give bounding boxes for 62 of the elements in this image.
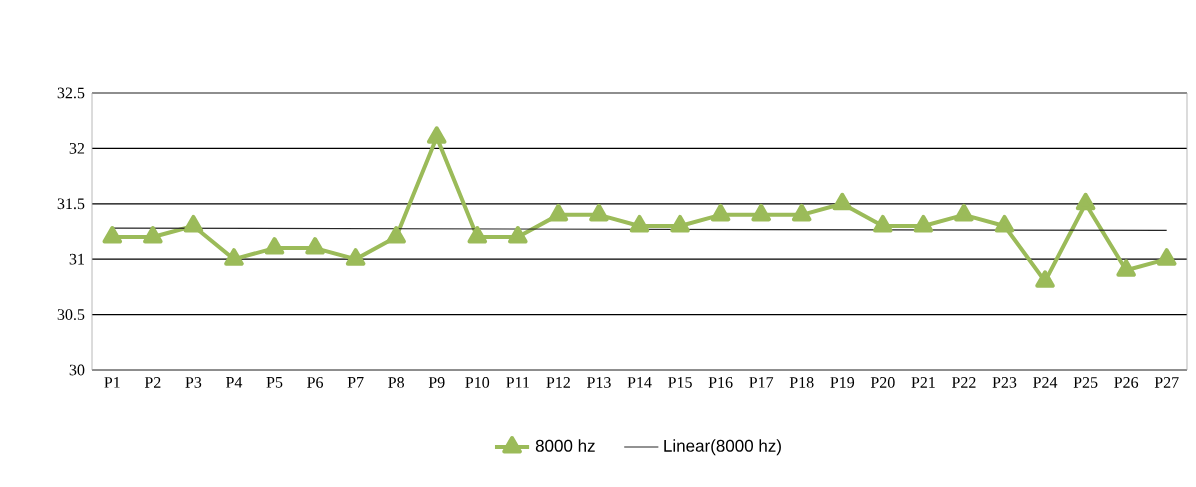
x-tick-label: P9 [428,377,445,388]
point [386,226,406,244]
point [832,192,853,211]
x-tick-label: P20 [870,377,895,388]
point [305,237,325,255]
point [1116,259,1136,277]
x-tick-label: P17 [749,377,774,388]
y-tick-label: 30.5 [57,309,85,321]
x-tick-label: P5 [266,377,283,388]
point [589,203,609,222]
x-tick-label: P8 [388,377,405,388]
point [670,214,690,233]
legend-label: 8000 hz [535,439,595,452]
point [629,214,650,233]
x-tick-label: P4 [225,377,243,388]
x-tick-label: P1 [104,377,120,388]
x-tick-label: P21 [911,377,935,388]
point [710,203,731,222]
point [143,226,163,244]
x-tick-label: P18 [789,377,814,388]
x-tick-label: P2 [144,377,161,388]
x-tick-label: P11 [506,377,530,388]
x-tick-label: P3 [185,377,202,388]
point [954,203,974,222]
x-tick-label: P24 [1033,377,1058,388]
point [791,203,812,222]
point [751,203,771,222]
x-tick-label: P26 [1114,377,1139,388]
x-tick-label: P27 [1154,377,1179,388]
point [548,203,569,222]
point [102,226,123,244]
point [224,248,244,266]
legend-label: Linear(8000 hz) [664,439,781,456]
y-tick-label: 31 [69,253,84,265]
x-tick-label: P16 [708,377,733,388]
y-tick-label: 30 [69,364,85,376]
point [1075,192,1096,211]
y-tick-label: 32 [69,143,85,154]
point [1035,270,1055,288]
point [873,214,893,233]
x-tick-label: P14 [627,377,652,388]
x-tick-label: P12 [546,377,570,388]
point [913,214,934,233]
point [1156,248,1177,266]
x-tick-label: P10 [465,377,490,388]
point [994,214,1015,233]
point [264,237,285,255]
x-tick-label: P23 [992,377,1017,388]
point [183,214,204,233]
x-tick-label: P7 [347,377,364,388]
x-tick-label: P15 [668,377,692,388]
point [508,226,528,244]
y-tick-label: 32.5 [57,87,85,99]
x-tick-label: P19 [830,377,855,388]
x-tick-label: P13 [586,377,611,388]
x-tick-label: P6 [307,377,324,388]
point [426,126,447,144]
x-tick-label: P22 [951,377,976,388]
y-tick-label: 31.5 [57,198,85,210]
point [345,248,366,266]
x-tick-label: P25 [1073,377,1098,388]
point [467,226,488,244]
